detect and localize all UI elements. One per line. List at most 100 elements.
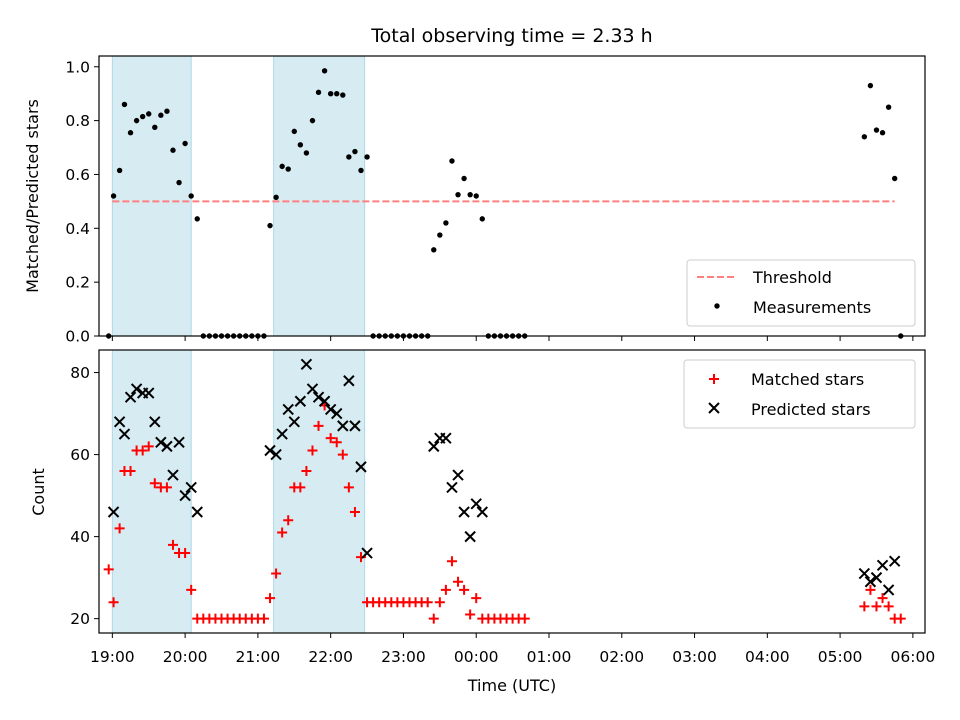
legend-measurements-swatch [714, 303, 720, 309]
predicted-star-point [876, 559, 889, 572]
matched-star-point [149, 478, 160, 489]
matched-star-point [137, 445, 148, 456]
measurement-point [285, 166, 291, 172]
measurement-point [188, 193, 194, 199]
measurement-point [358, 167, 364, 174]
matched-star-point [865, 584, 876, 595]
predicted-star-point [318, 395, 331, 407]
legend-threshold-label: Threshold [752, 268, 832, 287]
predicted-star-point [331, 407, 343, 420]
matched-star-point [895, 613, 906, 624]
matched-star-point [428, 613, 439, 624]
predicted-star-point [870, 571, 883, 584]
measurement-point [176, 179, 182, 186]
measurement-point [291, 128, 297, 135]
legend-measurements-label: Measurements [753, 298, 871, 317]
predicted-star-point [312, 391, 325, 403]
measurement-point [116, 167, 123, 174]
matched-star-point [883, 601, 894, 612]
measurement-point [303, 150, 310, 156]
matched-star-point [337, 449, 348, 460]
ratio-legend: Threshold Measurements [686, 259, 916, 327]
count-x-tick-label: 23:00 [381, 648, 426, 666]
count-x-tick-label: 03:00 [672, 648, 717, 666]
matched-star-point [446, 556, 457, 567]
predicted-star-point [882, 584, 895, 596]
predicted-star-point [270, 448, 282, 461]
predicted-star-point [191, 506, 203, 518]
predicted-star-point [173, 436, 185, 448]
measurement-point [885, 104, 892, 110]
count-x-tick-label: 20:00 [163, 648, 208, 666]
count-x-tick-label: 19:00 [90, 648, 135, 666]
ratio-y-tick-label: 0.0 [65, 328, 90, 346]
count-shaded-interval-0 [111, 349, 192, 634]
matched-star-point [349, 507, 360, 518]
predicted-star-point [446, 481, 458, 494]
predicted-star-point [324, 403, 337, 416]
measurement-point [110, 193, 117, 199]
measurement-point [364, 154, 370, 160]
count-y-tick-label: 20 [70, 610, 90, 628]
measurement-point [133, 117, 140, 124]
ratio-y-tick-label: 1.0 [65, 58, 90, 76]
measurement-point [194, 216, 200, 222]
x-axis-label: Time (UTC) [467, 676, 556, 695]
matched-star-point [422, 597, 433, 608]
measurement-point [443, 220, 449, 226]
matched-star-point [180, 548, 191, 559]
matched-star-point [871, 601, 882, 612]
measurement-point [321, 68, 328, 74]
matched-star-point [434, 597, 445, 608]
count-y-axis-label: Count [29, 468, 48, 516]
matched-star-point [161, 482, 172, 493]
matched-star-point [103, 564, 114, 575]
matched-star-point [440, 584, 451, 595]
predicted-star-point [470, 498, 482, 510]
predicted-star-point [343, 375, 355, 387]
predicted-star-point [864, 576, 877, 588]
ratio-y-tick-label: 0.4 [65, 220, 90, 238]
measurement-point [146, 111, 152, 117]
count-legend: Matched stars Predicted stars [683, 359, 916, 429]
count-x-tick-label: 02:00 [599, 648, 644, 666]
measurement-point [455, 191, 461, 198]
predicted-star-point [185, 481, 197, 494]
matched-star-point [453, 576, 464, 587]
measurement-point [279, 163, 285, 170]
predicted-star-point [155, 436, 167, 448]
measurement-point [461, 175, 467, 182]
count-x-tick-label: 00:00 [454, 648, 499, 666]
predicted-star-point [300, 358, 313, 371]
measurement-point [309, 117, 316, 124]
count-y-tick-label: 60 [70, 446, 90, 464]
matched-star-point [125, 465, 136, 476]
matched-star-point [877, 593, 888, 604]
predicted-star-point [294, 395, 307, 407]
measurement-point [334, 90, 340, 97]
measurement-point [340, 92, 346, 98]
predicted-star-point [143, 387, 155, 399]
predicted-star-point [428, 440, 440, 453]
matched-star-point [301, 465, 312, 476]
measurement-point [139, 113, 146, 120]
predicted-star-point [179, 489, 191, 502]
matched-star-point [258, 613, 269, 624]
matched-star-point [143, 441, 154, 452]
predicted-star-point [276, 428, 288, 440]
predicted-star-point [452, 469, 464, 481]
matched-star-point [265, 593, 276, 604]
measurement-point [152, 124, 158, 131]
matched-star-point [277, 527, 288, 538]
matched-star-point [167, 539, 178, 550]
legend-predicted-label: Predicted stars [751, 400, 871, 419]
measurement-point [431, 247, 437, 253]
matched-star-point [343, 482, 354, 493]
measurement-point [273, 194, 279, 201]
measurement-point [267, 222, 273, 229]
matched-star-point [283, 515, 294, 526]
count-x-tick-label: 01:00 [527, 648, 572, 666]
measurement-point [861, 134, 868, 140]
matched-star-point [313, 420, 324, 431]
ratio-legend-box [686, 259, 916, 327]
